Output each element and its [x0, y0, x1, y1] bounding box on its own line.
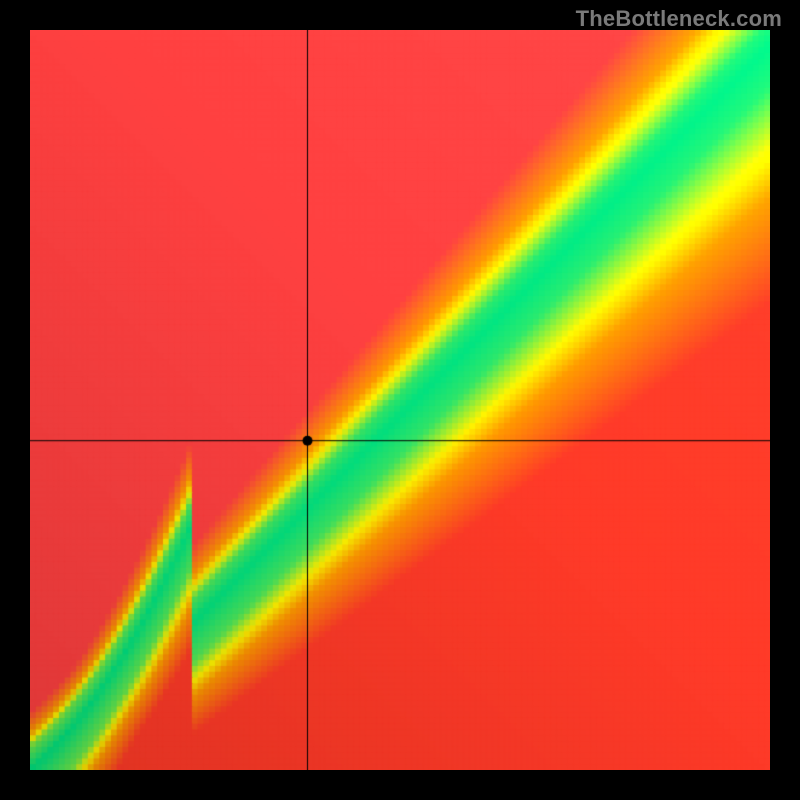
chart-container: TheBottleneck.com	[0, 0, 800, 800]
watermark-label: TheBottleneck.com	[576, 6, 782, 32]
plot-area	[30, 30, 770, 770]
heatmap-canvas	[30, 30, 770, 770]
